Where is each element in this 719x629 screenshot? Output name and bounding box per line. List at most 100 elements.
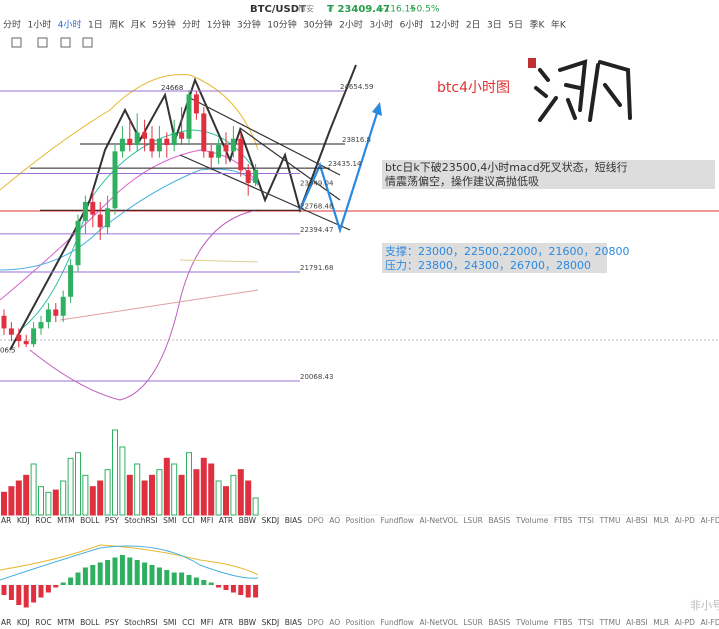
indicator-tab[interactable]: TTMU bbox=[598, 516, 620, 525]
indicator-tab[interactable]: MTM bbox=[57, 618, 75, 627]
timeframe-tab[interactable]: 2日 bbox=[466, 20, 481, 31]
indicator-tab[interactable]: AR bbox=[1, 618, 11, 627]
indicator-tab[interactable]: FTBS bbox=[554, 618, 573, 627]
timeframe-tab[interactable]: 6小时 bbox=[400, 19, 424, 31]
timeframe-tab[interactable]: 分时 bbox=[3, 19, 21, 31]
timeframe-tab[interactable]: 5日 bbox=[508, 20, 523, 31]
indicator-tab[interactable]: AI-PD bbox=[675, 516, 696, 525]
tool-icon[interactable] bbox=[60, 37, 71, 48]
indicator-tab[interactable]: AI-FDI bbox=[700, 618, 719, 627]
macd-bar bbox=[164, 570, 170, 585]
change-pct: +0.5% bbox=[409, 5, 440, 15]
indicator-tab[interactable]: ROC bbox=[35, 516, 51, 525]
indicator-tab[interactable]: TVolume bbox=[515, 516, 549, 525]
indicator-tab[interactable]: ROC bbox=[35, 618, 51, 627]
macd-bar bbox=[1, 585, 7, 595]
indicator-tab[interactable]: KDJ bbox=[17, 516, 30, 525]
indicator-tab[interactable]: AO bbox=[329, 516, 340, 525]
candle-body bbox=[186, 94, 192, 139]
timeframe-tab[interactable]: 3分钟 bbox=[237, 19, 261, 31]
indicator-tab[interactable]: BBW bbox=[239, 516, 257, 525]
timeframe-tab[interactable]: 5分钟 bbox=[152, 19, 176, 31]
indicator-tab[interactable]: SMI bbox=[163, 618, 176, 627]
timeframe-tab[interactable]: 月K bbox=[131, 20, 147, 31]
indicator-tab[interactable]: StochRSI bbox=[124, 516, 157, 525]
indicator-tab[interactable]: LSUR bbox=[463, 516, 483, 525]
timeframe-tab[interactable]: 4小时 bbox=[58, 19, 82, 31]
candle-body bbox=[238, 138, 244, 171]
indicator-tab[interactable]: AO bbox=[329, 618, 340, 627]
indicator-tab[interactable]: BBW bbox=[239, 618, 257, 627]
indicator-tab[interactable]: MLR bbox=[653, 516, 669, 525]
candle-body bbox=[201, 113, 207, 152]
timeframe-tab[interactable]: 10分钟 bbox=[267, 19, 296, 31]
indicator-tab[interactable]: AR bbox=[1, 516, 11, 525]
indicator-tab[interactable]: ATR bbox=[219, 516, 233, 525]
indicator-tab[interactable]: TTMU bbox=[598, 618, 620, 627]
volume-bar bbox=[15, 480, 22, 516]
timeframe-tab[interactable]: 1日 bbox=[88, 20, 103, 31]
volume-bar bbox=[215, 480, 222, 516]
timeframe-tab[interactable]: 1小时 bbox=[28, 19, 52, 31]
indicator-tab[interactable]: BIAS bbox=[285, 516, 302, 525]
tool-icon[interactable] bbox=[11, 37, 22, 48]
indicator-tab[interactable]: AI-FDI bbox=[700, 516, 719, 525]
macd-bar bbox=[112, 557, 118, 585]
volume-bar bbox=[186, 452, 192, 516]
indicator-tab[interactable]: DPO bbox=[308, 618, 324, 627]
indicator-tab[interactable]: PSY bbox=[105, 516, 119, 525]
indicator-tab[interactable]: LSUR bbox=[463, 618, 483, 627]
indicator-tab[interactable]: Position bbox=[346, 516, 375, 525]
indicator-tab[interactable]: StochRSI bbox=[124, 618, 157, 627]
indicator-tab[interactable]: CCI bbox=[182, 516, 195, 525]
indicator-tab[interactable]: TTSI bbox=[577, 516, 594, 525]
timeframe-tab[interactable]: 分时 bbox=[182, 19, 200, 31]
indicator-tab[interactable]: Fundflow bbox=[380, 618, 414, 627]
forecast-arrow bbox=[298, 109, 380, 234]
indicator-tab[interactable]: CCI bbox=[182, 618, 195, 627]
indicator-tab[interactable]: KDJ bbox=[17, 618, 30, 627]
indicator-tab[interactable]: AI-BSI bbox=[626, 618, 648, 627]
indicator-tab[interactable]: BOLL bbox=[80, 618, 100, 627]
timeframe-tab[interactable]: 1分钟 bbox=[207, 19, 231, 31]
indicator-tab[interactable]: SKDJ bbox=[262, 516, 280, 525]
indicator-tab[interactable]: PSY bbox=[105, 618, 119, 627]
indicator-tab[interactable]: MTM bbox=[57, 516, 75, 525]
timeframe-tab[interactable]: 年K bbox=[551, 19, 567, 31]
timeframe-tab[interactable]: 12小时 bbox=[430, 19, 459, 31]
indicator-tab[interactable]: SKDJ bbox=[262, 618, 280, 627]
timeframe-tab[interactable]: 30分钟 bbox=[303, 19, 332, 31]
indicator-tab[interactable]: MLR bbox=[653, 618, 669, 627]
timeframe-tab[interactable]: 3小时 bbox=[369, 19, 393, 31]
timeframe-tab[interactable]: 周K bbox=[109, 20, 125, 31]
indicator-tab[interactable]: AI-PD bbox=[675, 618, 696, 627]
candle-body bbox=[90, 201, 96, 215]
indicator-tab[interactable]: DPO bbox=[308, 516, 324, 525]
indicator-tab[interactable]: ATR bbox=[219, 618, 233, 627]
timeframe-tab[interactable]: 3日 bbox=[487, 20, 502, 31]
arrow-head bbox=[372, 102, 382, 116]
indicator-tab[interactable]: AI-NetVOL bbox=[419, 516, 458, 525]
indicator-tab[interactable]: BIAS bbox=[285, 618, 302, 627]
indicator-tab[interactable]: FTBS bbox=[554, 516, 573, 525]
indicator-tab[interactable]: Position bbox=[346, 618, 375, 627]
indicator-tab[interactable]: AI-NetVOL bbox=[419, 618, 458, 627]
tool-icon[interactable] bbox=[37, 37, 48, 48]
indicator-tab[interactable]: TVolume bbox=[515, 618, 549, 627]
tool-icon[interactable] bbox=[82, 37, 93, 48]
indicator-tab[interactable]: MFI bbox=[200, 618, 213, 627]
indicator-tab[interactable]: TTSI bbox=[577, 618, 594, 627]
wave-path bbox=[9, 64, 357, 351]
indicator-tab[interactable]: Fundflow bbox=[380, 516, 414, 525]
indicator-tab[interactable]: MFI bbox=[200, 516, 213, 525]
indicator-tab[interactable]: BASIS bbox=[488, 618, 510, 627]
ma-slow bbox=[59, 289, 259, 321]
timeframe-tab[interactable]: 2小时 bbox=[339, 19, 363, 31]
indicator-tab[interactable]: AI-BSI bbox=[626, 516, 648, 525]
indicator-tab[interactable]: BOLL bbox=[80, 516, 100, 525]
timeframe-tab[interactable]: 季K bbox=[530, 19, 546, 31]
indicator-tab[interactable]: SMI bbox=[163, 516, 176, 525]
indicator-tab[interactable]: BASIS bbox=[488, 516, 510, 525]
volume-bar bbox=[38, 486, 44, 516]
